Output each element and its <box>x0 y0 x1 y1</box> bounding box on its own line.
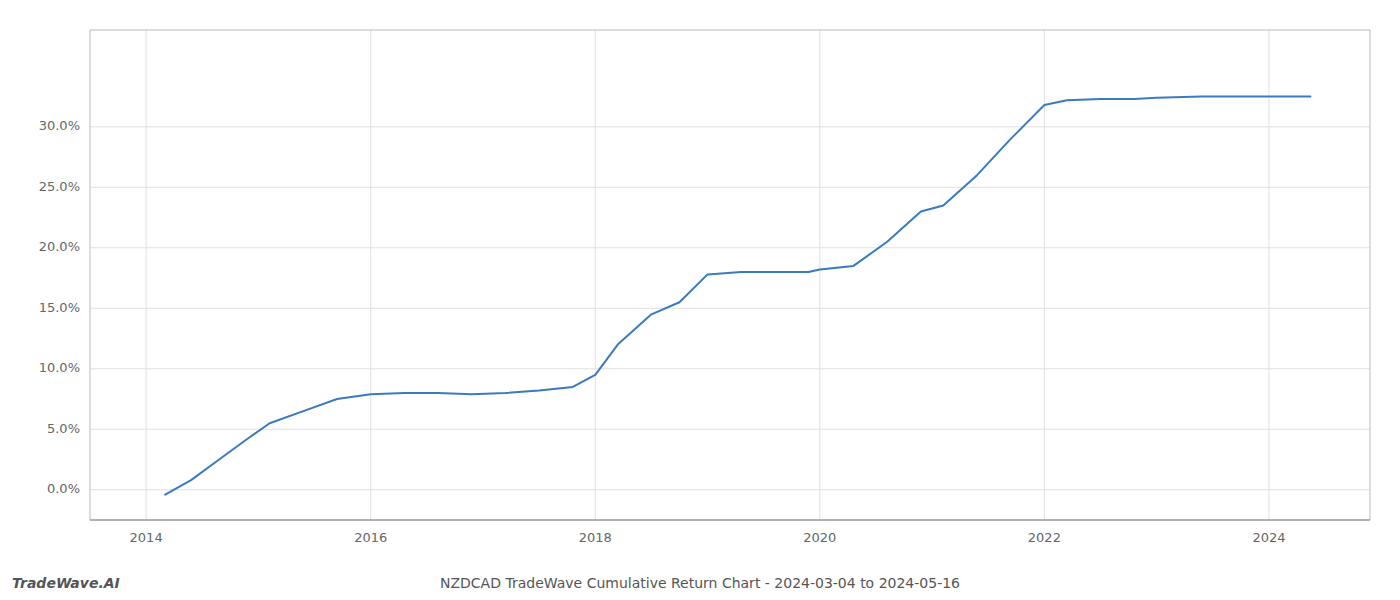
y-grid-line <box>90 126 1370 127</box>
watermark: TradeWave.AI <box>12 575 120 591</box>
x-grid-line <box>595 30 596 520</box>
y-tick-label: 25.0% <box>39 179 80 194</box>
y-grid-line <box>90 489 1370 490</box>
y-tick-label: 15.0% <box>39 300 80 315</box>
y-grid-line <box>90 308 1370 309</box>
line-series <box>165 97 1310 495</box>
y-tick-label: 30.0% <box>39 118 80 133</box>
y-tick-label: 0.0% <box>47 481 80 496</box>
x-grid-line <box>819 30 820 520</box>
chart-title: NZDCAD TradeWave Cumulative Return Chart… <box>440 575 960 591</box>
y-grid-line <box>90 187 1370 188</box>
x-tick-label: 2014 <box>130 530 163 545</box>
x-grid-line <box>1268 30 1269 520</box>
y-tick-label: 5.0% <box>47 421 80 436</box>
x-tick-label: 2022 <box>1028 530 1061 545</box>
x-tick-label: 2018 <box>579 530 612 545</box>
y-grid-line <box>90 429 1370 430</box>
axes: 0.0% 5.0% 10.0% 15.0% 20.0% 25.0% 30.0% 2014 201… <box>39 118 1286 545</box>
x-tick-label: 2024 <box>1252 530 1285 545</box>
y-grid-line <box>90 247 1370 248</box>
chart-container: 0.0% 5.0% 10.0% 15.0% 20.0% 25.0% 30.0% 2014 201… <box>0 0 1400 600</box>
x-grid-line <box>370 30 371 520</box>
x-grid-line <box>146 30 147 520</box>
x-tick-label: 2016 <box>354 530 387 545</box>
y-tick-label: 20.0% <box>39 239 80 254</box>
y-grid-line <box>90 368 1370 369</box>
y-tick-label: 10.0% <box>39 360 80 375</box>
plot-frame <box>90 30 1370 520</box>
chart-svg: 0.0% 5.0% 10.0% 15.0% 20.0% 25.0% 30.0% 2014 201… <box>0 0 1400 600</box>
x-grid-line <box>1044 30 1045 520</box>
x-axis-line <box>90 520 1370 521</box>
x-tick-label: 2020 <box>803 530 836 545</box>
grid <box>90 30 1370 520</box>
data-layer <box>165 97 1310 495</box>
